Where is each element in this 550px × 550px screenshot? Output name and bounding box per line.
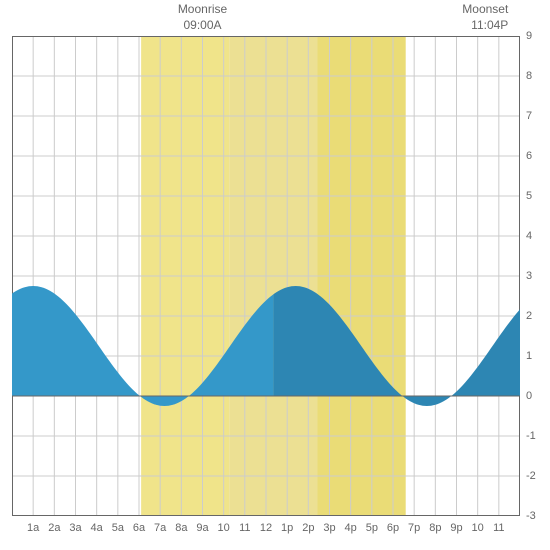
x-tick: 11 [493,522,504,534]
x-tick: 11 [239,522,250,534]
x-tick: 6p [387,522,399,534]
y-tick: 9 [526,30,532,42]
x-tick: 12 [260,522,272,534]
y-tick: 8 [526,70,532,82]
x-tick: 4p [345,522,357,534]
moonrise-time: 09:00A [173,18,233,34]
x-tick: 6a [133,522,145,534]
x-tick: 3a [69,522,81,534]
y-tick: -2 [526,470,536,482]
tide-chart: Moonrise 09:00A Moonset 11:04P 1a 2a 3a 4a 5… [0,0,550,550]
x-tick: 7a [154,522,166,534]
y-tick: 7 [526,110,532,122]
y-tick: 1 [526,350,532,362]
x-tick: 9a [196,522,208,534]
y-tick: -1 [526,430,536,442]
x-tick: 2p [302,522,314,534]
y-tick: 6 [526,150,532,162]
y-tick: 4 [526,230,532,242]
moonset-title: Moonset [448,2,508,18]
y-tick: 3 [526,270,532,282]
x-tick: 3p [323,522,335,534]
y-tick: 5 [526,190,532,202]
moonrise-title: Moonrise [173,2,233,18]
x-tick: 8p [429,522,441,534]
y-tick: 2 [526,310,532,322]
x-tick: 7p [408,522,420,534]
plot-area [12,36,520,516]
moonrise-label: Moonrise 09:00A [173,2,233,33]
x-tick: 4a [91,522,103,534]
x-tick: 8a [175,522,187,534]
x-tick: 1a [27,522,39,534]
x-tick: 5p [366,522,378,534]
x-tick: 2a [48,522,60,534]
x-tick: 10 [472,522,484,534]
x-tick: 9p [450,522,462,534]
x-tick: 1p [281,522,293,534]
x-tick: 5a [112,522,124,534]
x-tick: 10 [218,522,230,534]
y-tick: 0 [526,390,532,402]
moonset-time: 11:04P [448,18,508,34]
y-tick: -3 [526,510,536,522]
moonset-label: Moonset 11:04P [448,2,508,33]
